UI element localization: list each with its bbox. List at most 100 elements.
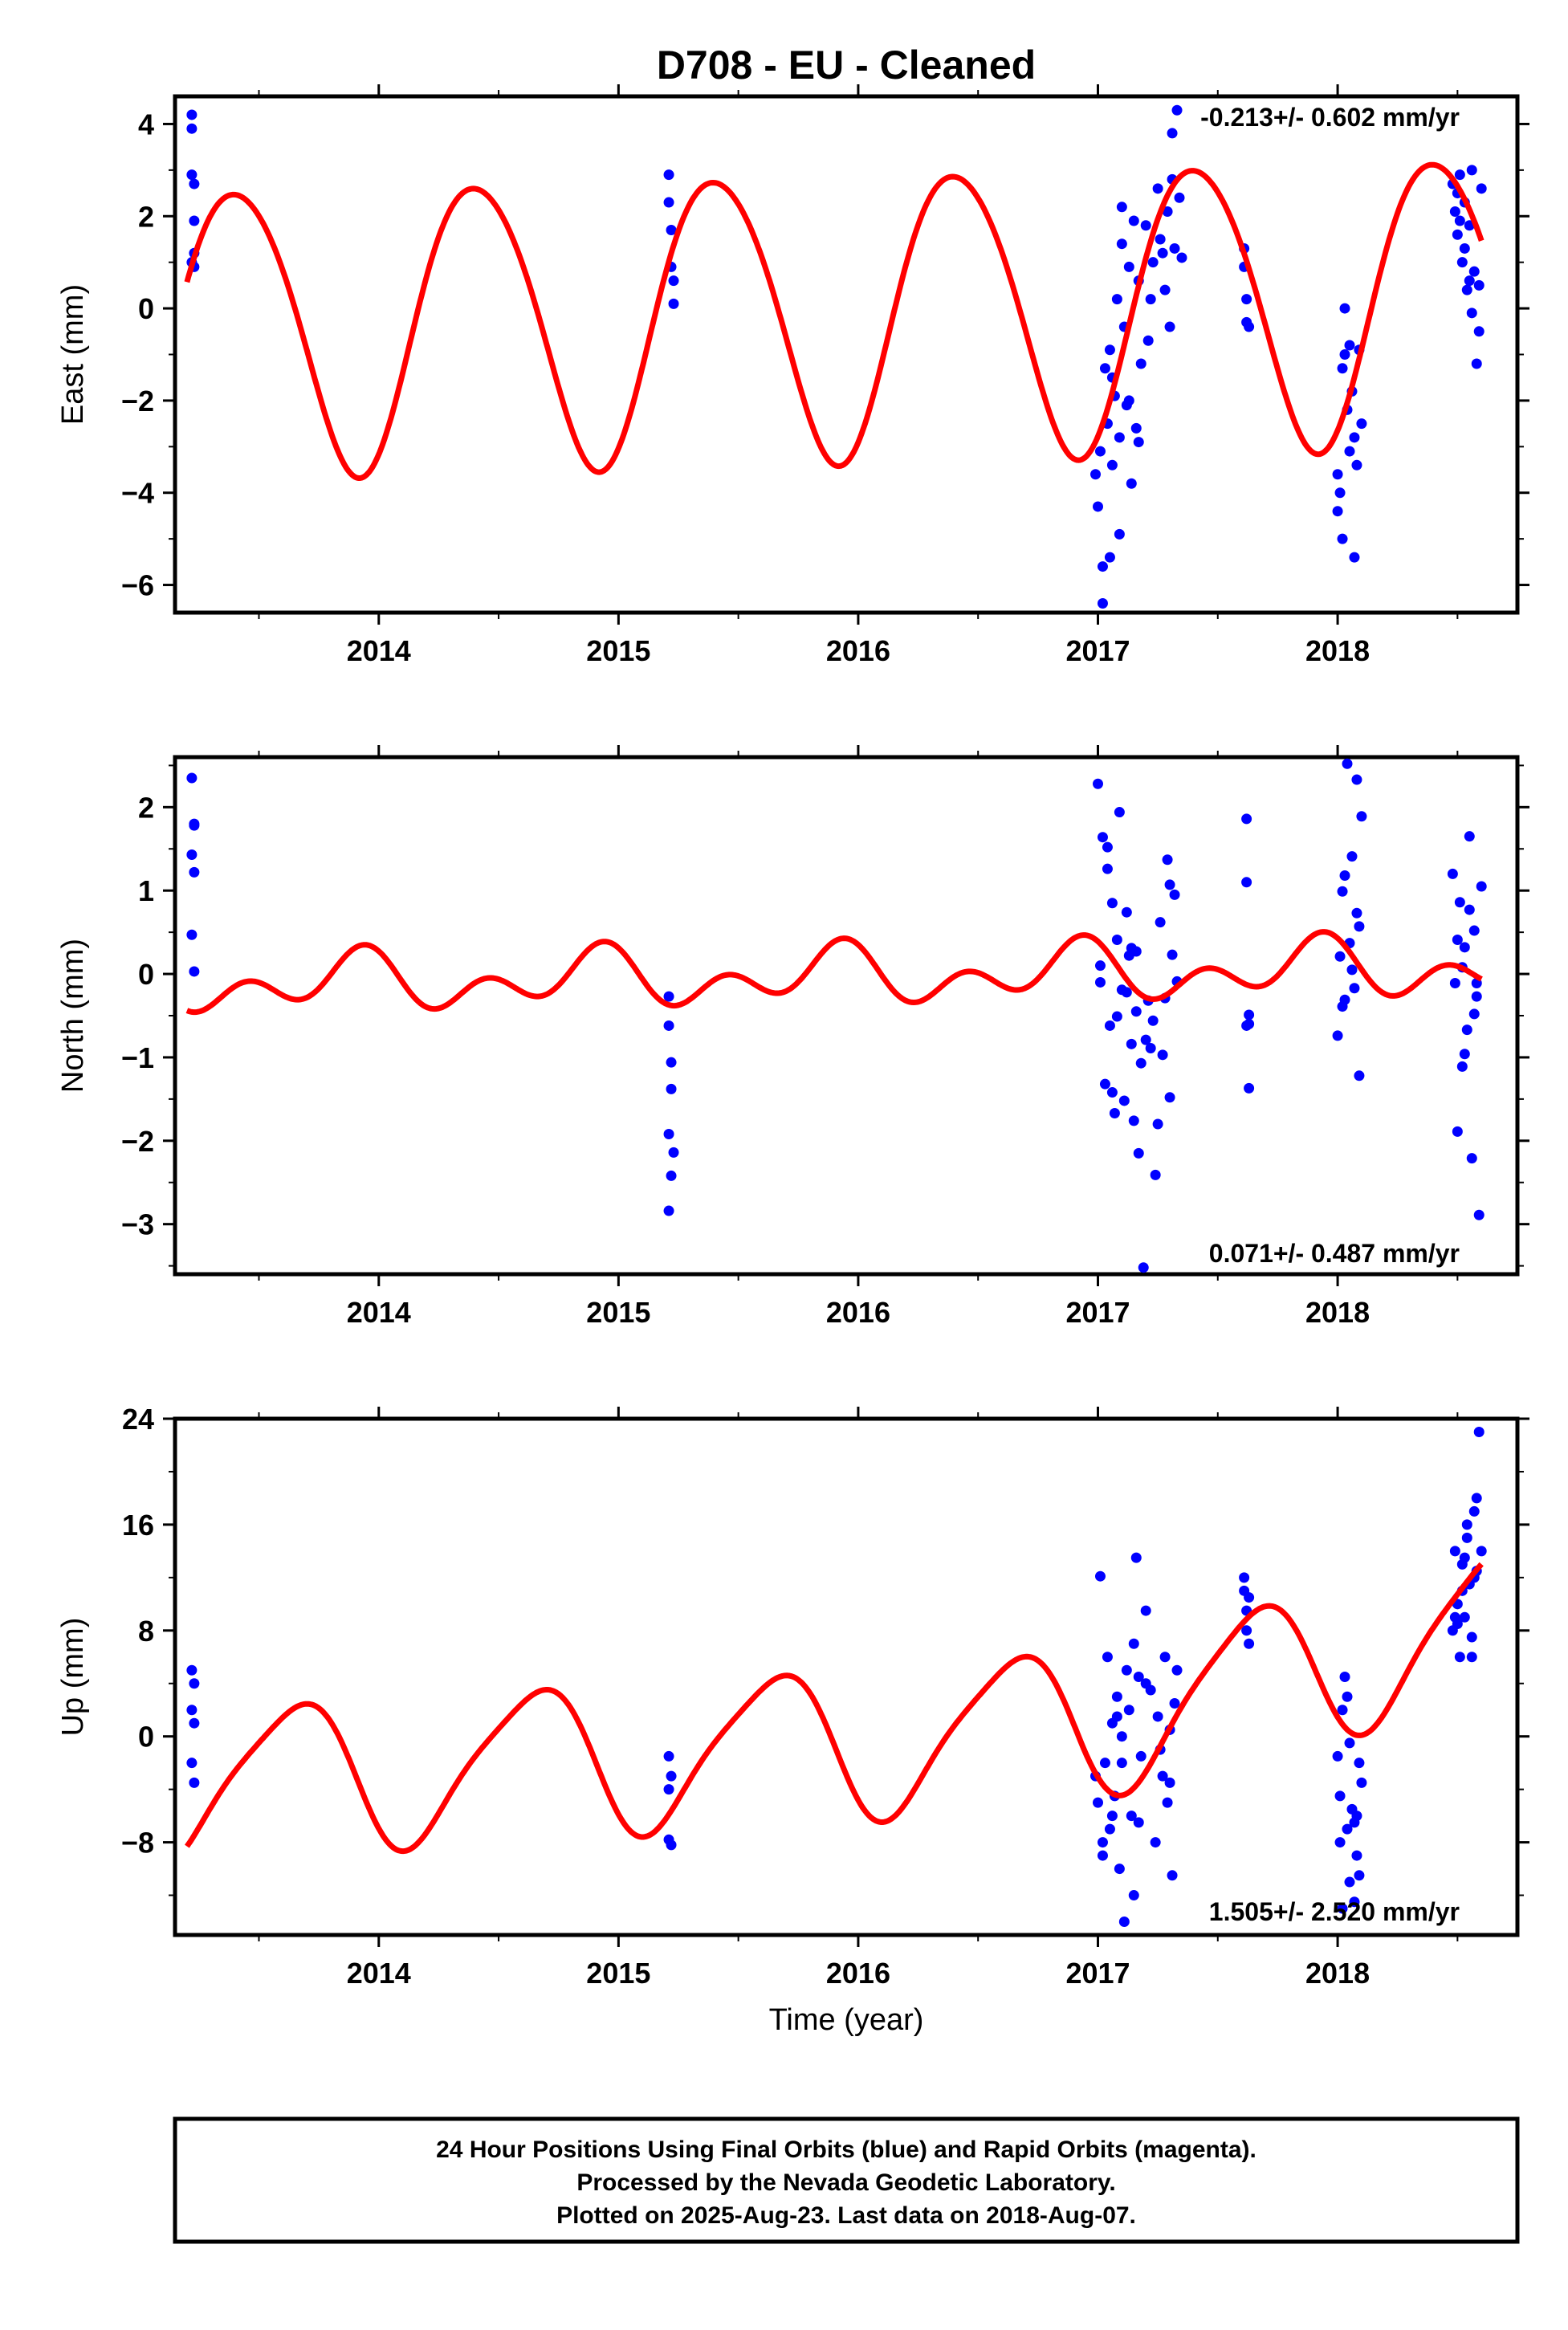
data-point-up <box>1239 1572 1250 1583</box>
data-point-up <box>1468 1505 1480 1517</box>
data-point-up <box>1241 1625 1252 1636</box>
data-point-up <box>1157 1770 1168 1782</box>
rate-label-east: -0.213+/- 0.602 mm/yr <box>1200 103 1460 132</box>
data-point-north <box>1111 934 1122 945</box>
data-point-east <box>1135 358 1146 369</box>
data-point-up <box>1123 1705 1134 1716</box>
data-point-east <box>1351 459 1362 470</box>
data-point-east <box>1464 275 1475 287</box>
data-point-east <box>1339 349 1350 360</box>
data-point-up <box>1356 1777 1367 1788</box>
data-point-north <box>663 1205 674 1216</box>
data-point-up <box>1093 1797 1103 1808</box>
data-point-north <box>1244 1009 1255 1020</box>
data-point-north <box>1118 1095 1130 1106</box>
data-point-up <box>1167 1870 1178 1881</box>
footer-line-3: Plotted on 2025-Aug-23. Last data on 201… <box>556 2202 1136 2229</box>
x-tick-label-up: 2017 <box>1065 1957 1130 1990</box>
data-point-east <box>1152 183 1163 194</box>
plot-frame-up <box>173 1416 1520 1937</box>
x-tick-label-east: 2014 <box>347 634 411 667</box>
data-point-north <box>1449 977 1460 988</box>
data-points-east <box>186 104 1487 609</box>
footer-line-2: Processed by the Nevada Geodetic Laborat… <box>576 2169 1115 2196</box>
data-point-east <box>1097 598 1108 609</box>
data-point-north <box>1351 774 1362 785</box>
data-point-up <box>1121 1664 1132 1676</box>
data-point-north <box>1164 879 1175 890</box>
data-point-up <box>189 1777 200 1788</box>
data-point-up <box>1097 1850 1108 1861</box>
y-tick-label-north: 1 <box>138 874 154 907</box>
data-point-up <box>1106 1811 1118 1822</box>
data-point-up <box>663 1750 674 1762</box>
data-point-up <box>1104 1823 1115 1835</box>
rate-label-up: 1.505+/- 2.520 mm/yr <box>1209 1897 1460 1926</box>
data-point-north <box>1094 976 1106 988</box>
data-point-east <box>1473 326 1485 337</box>
data-point-up <box>1140 1605 1151 1616</box>
data-point-east <box>1104 344 1115 356</box>
x-tick-label-east: 2018 <box>1305 634 1370 667</box>
data-point-east <box>1093 501 1103 512</box>
data-point-north <box>1461 1024 1472 1036</box>
y-tick-label-up: 24 <box>122 1403 154 1436</box>
data-point-east <box>1090 469 1102 480</box>
x-axis-label: Time (year) <box>769 2003 924 2037</box>
footer-frame <box>173 2116 1520 2244</box>
data-point-up <box>1128 1638 1139 1649</box>
y-tick-label-east: 4 <box>138 108 154 141</box>
data-point-east <box>1123 261 1134 272</box>
data-point-up <box>1351 1850 1362 1861</box>
rate-label-north: 0.071+/- 0.487 mm/yr <box>1209 1239 1460 1268</box>
data-point-east <box>1106 459 1118 470</box>
data-point-east <box>1456 257 1468 268</box>
data-point-east <box>1167 128 1178 139</box>
data-point-east <box>1468 266 1480 277</box>
data-point-up <box>1334 1790 1346 1802</box>
x-tick-label-north: 2016 <box>826 1296 890 1329</box>
data-point-east <box>189 215 200 226</box>
data-points-up <box>186 1426 1487 1928</box>
footer-line-1: 24 Hour Positions Using Final Orbits (bl… <box>436 2137 1256 2163</box>
data-point-up <box>1126 1811 1137 1822</box>
plot-area-up: 2014 2015 2016 2017 2018 −8 0 8 16 24 Up (mm) <box>56 1403 1529 1990</box>
data-point-east <box>1111 294 1122 305</box>
data-point-north <box>1126 1038 1137 1049</box>
data-point-up <box>1164 1777 1175 1788</box>
data-point-north <box>1337 886 1348 897</box>
data-point-up <box>1476 1546 1487 1557</box>
data-point-east <box>189 178 200 189</box>
data-point-east <box>1471 358 1482 369</box>
data-point-north <box>1452 934 1463 945</box>
data-point-north <box>1447 868 1458 879</box>
data-point-east <box>1123 395 1134 406</box>
plot-area-north: 2014 2015 2016 2017 2018 −3 −2 −1 0 1 2 North (mm) <box>56 745 1529 1329</box>
data-point-north <box>1104 1020 1115 1031</box>
x-tick-label-up: 2015 <box>586 1957 650 1990</box>
y-tick-label-north: −2 <box>121 1125 154 1158</box>
data-point-north <box>189 866 200 878</box>
data-point-up <box>1159 1652 1171 1663</box>
data-point-north <box>1121 906 1132 918</box>
data-point-north <box>186 849 198 861</box>
data-point-north <box>1094 960 1106 972</box>
data-point-east <box>1461 284 1472 295</box>
data-point-up <box>1466 1652 1477 1663</box>
y-tick-label-up: 8 <box>138 1615 154 1648</box>
y-tick-label-up: −8 <box>121 1827 154 1860</box>
data-point-east <box>1332 469 1343 480</box>
data-point-up <box>1449 1611 1460 1623</box>
data-point-up <box>1116 1758 1127 1769</box>
model-curve-north <box>185 929 1483 1016</box>
data-point-east <box>1116 202 1127 213</box>
data-point-north <box>1111 1011 1122 1022</box>
x-tick-label-north: 2014 <box>347 1296 411 1329</box>
data-point-up <box>1111 1691 1122 1702</box>
data-point-up <box>1449 1546 1460 1557</box>
data-point-north <box>186 929 198 940</box>
data-point-up <box>1116 1731 1127 1742</box>
data-point-north <box>1476 881 1487 892</box>
panel-north: 2014 2015 2016 2017 2018 −3 −2 −1 0 1 2 North (mm) 0… <box>56 745 1529 1329</box>
